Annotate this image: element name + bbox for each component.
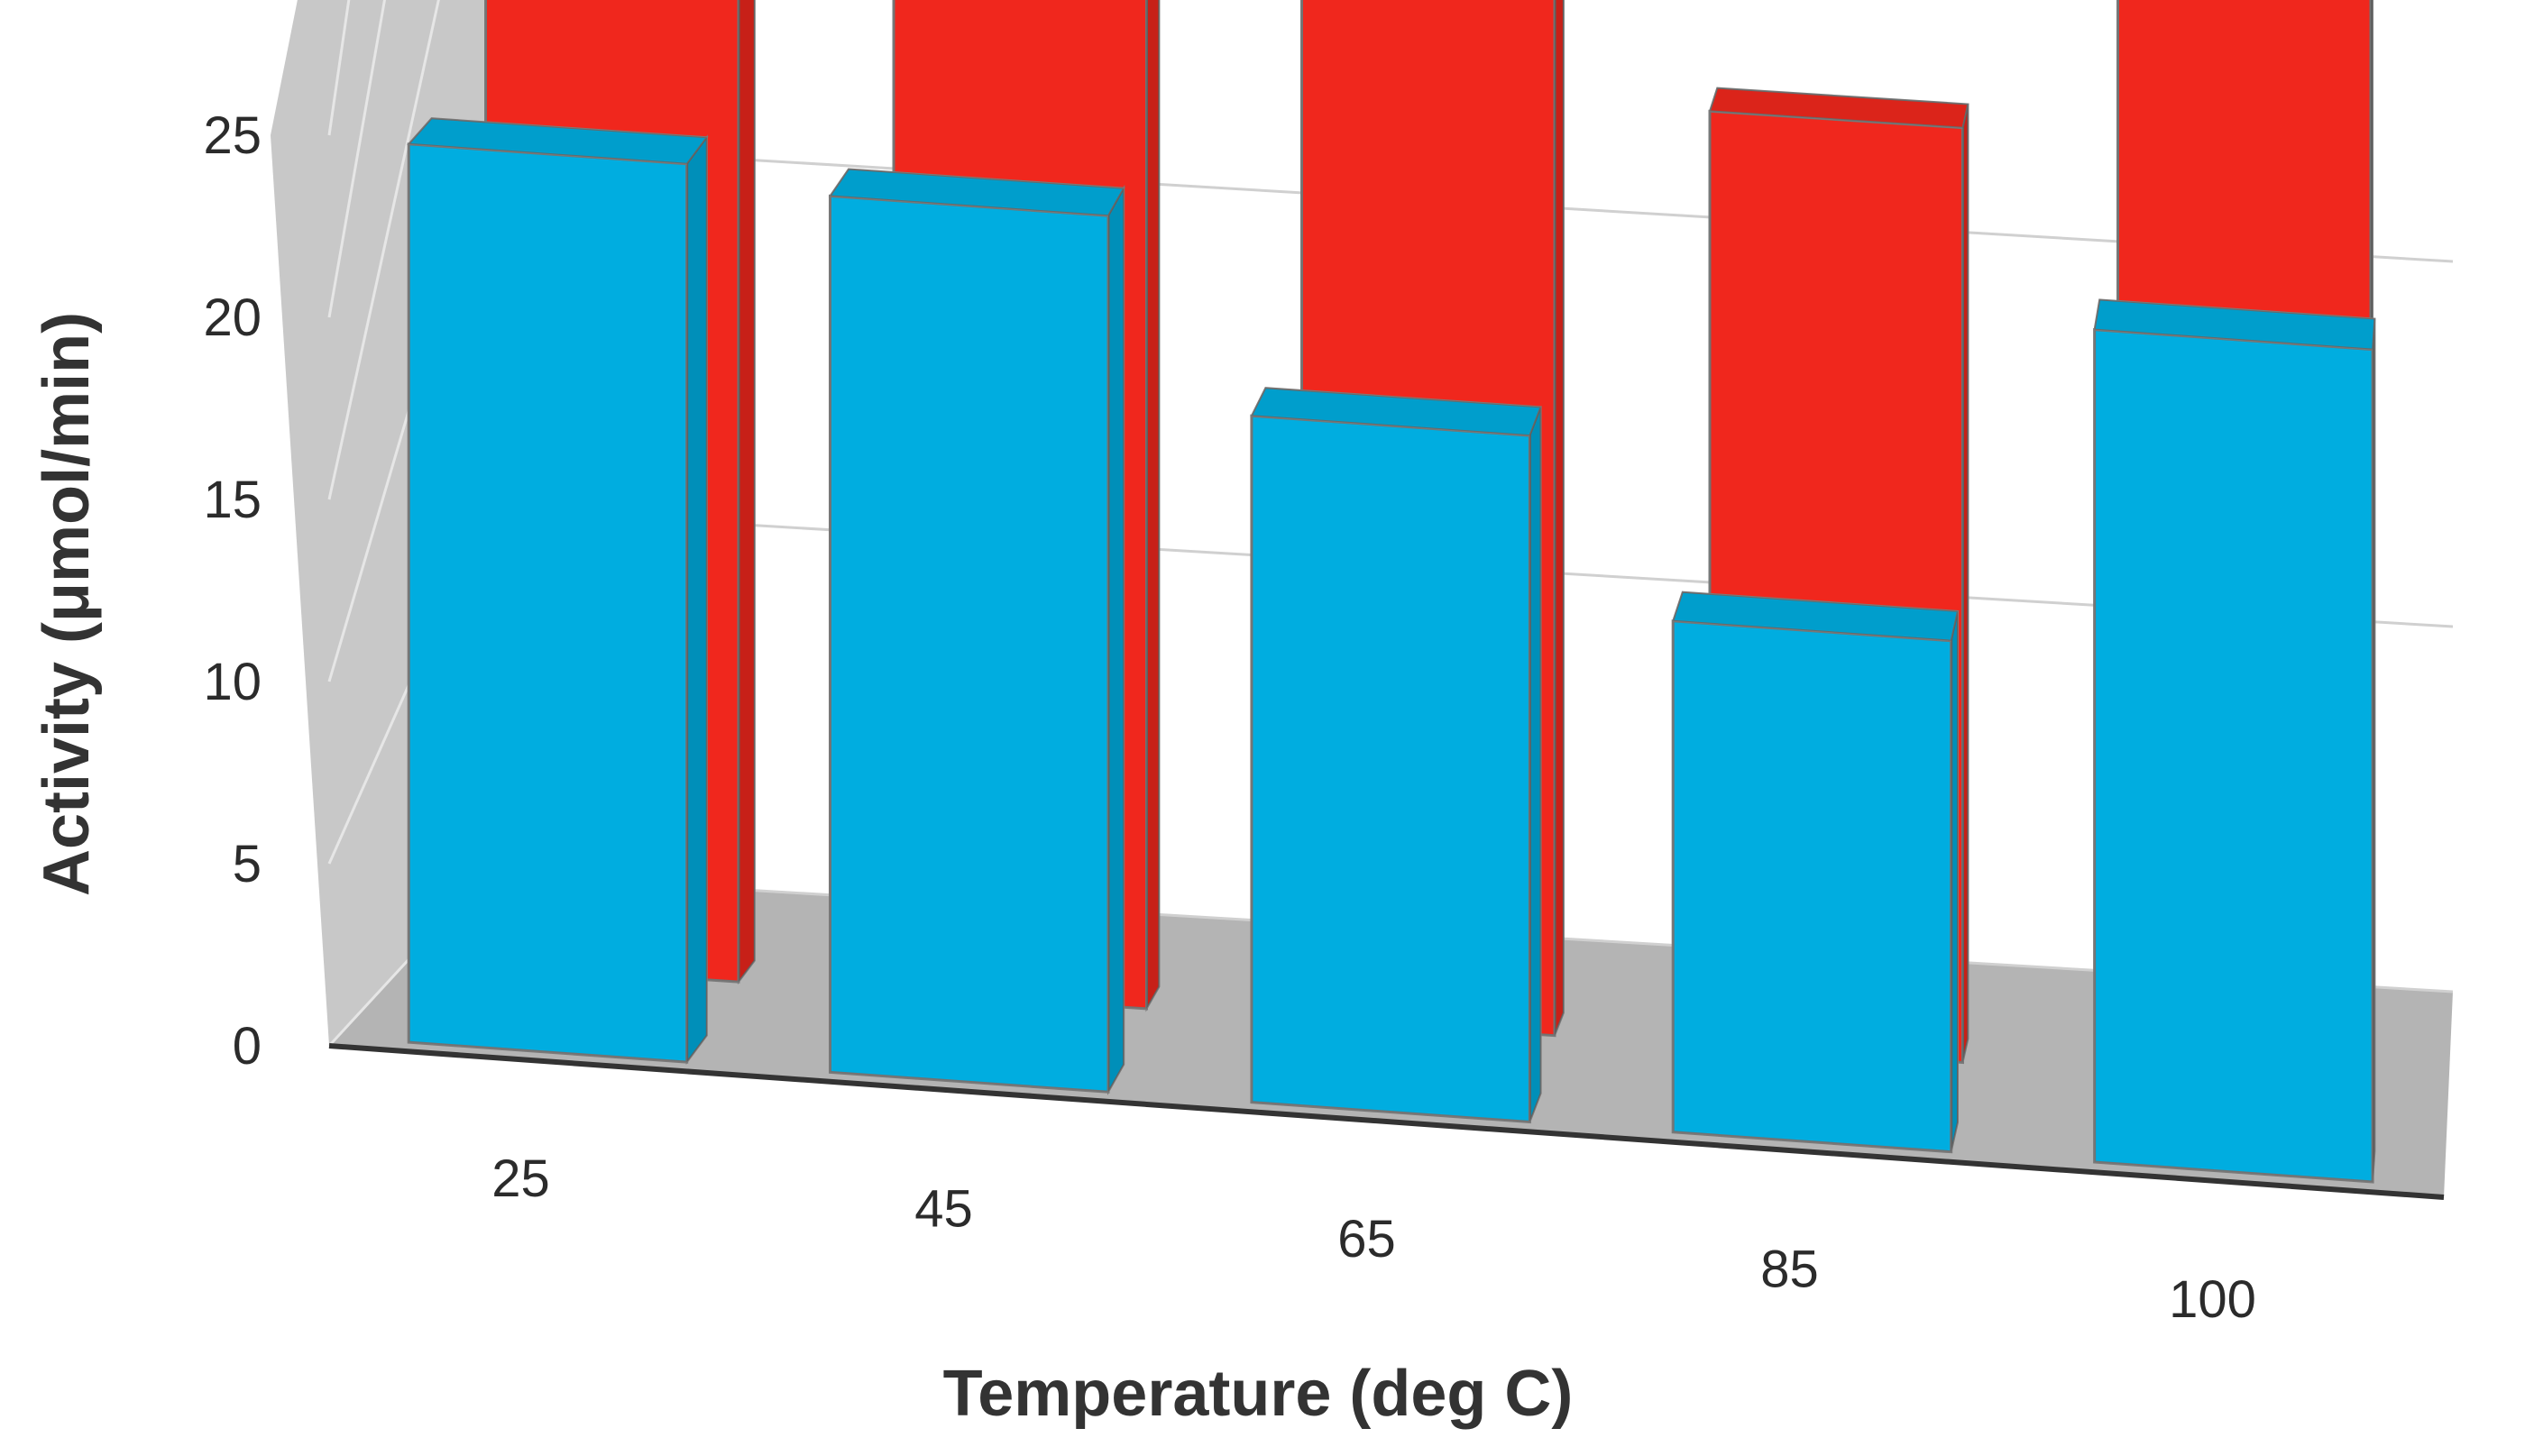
front-bar xyxy=(2093,298,2376,1184)
bar-front-shade xyxy=(830,196,1108,1093)
front-bar xyxy=(1250,387,1543,1124)
front-bar xyxy=(1671,591,1960,1154)
bar-top xyxy=(1250,387,1543,437)
bar-side xyxy=(738,0,756,985)
bar-side-shade xyxy=(1146,0,1160,1009)
axes xyxy=(328,1043,2445,1200)
bar-front-shade xyxy=(1673,620,1951,1152)
front-series-bars xyxy=(407,117,2376,1184)
y-tick-label: 25 xyxy=(203,106,262,165)
bar-side-shade xyxy=(1108,188,1125,1093)
bar-top-shade xyxy=(1710,87,1969,128)
bar-top-shade xyxy=(2094,299,2375,350)
bar-top-shade xyxy=(409,118,707,164)
bar-top xyxy=(407,117,709,165)
bar-side-shade xyxy=(739,0,755,983)
bar-top-shade xyxy=(1673,591,1958,641)
gridline-side xyxy=(327,0,386,318)
y-tick-label: 0 xyxy=(233,1017,262,1076)
front-bar xyxy=(407,117,709,1066)
bar-side-shade xyxy=(1529,407,1541,1122)
x-axis-title: Temperature (deg C) xyxy=(943,1358,1574,1430)
y-tick-label: 10 xyxy=(203,653,262,711)
bar-side-shade xyxy=(1951,610,1958,1152)
bar-side-shade xyxy=(1962,104,1969,1063)
y-tick-label: 20 xyxy=(203,288,262,347)
y-axis-title: Activity (μmol/min) xyxy=(31,312,103,896)
bar-top-shade xyxy=(1251,388,1541,436)
x-tick-label: 45 xyxy=(914,1179,973,1238)
bar-side-shade xyxy=(686,137,707,1063)
x-tick-label: 100 xyxy=(2169,1270,2256,1329)
x-tick-label: 25 xyxy=(491,1149,550,1208)
bar-top xyxy=(2093,298,2376,351)
y-tick-label: 5 xyxy=(233,835,262,893)
bar-top xyxy=(1708,87,1969,129)
bar-front-shade xyxy=(1251,416,1530,1122)
bar-front-shade xyxy=(2094,329,2373,1183)
bar-top xyxy=(1671,591,1960,642)
y-tick-label: 15 xyxy=(203,471,262,529)
bar-side-shade xyxy=(1555,0,1564,1036)
front-bar xyxy=(828,168,1125,1096)
x-axis-line xyxy=(328,1043,2445,1200)
tick-labels: 0 5 10 15 20 25 25 45 65 85 100 xyxy=(203,106,2255,1329)
bar-top-shade xyxy=(830,169,1125,216)
x-tick-label: 85 xyxy=(1760,1241,1819,1299)
bar-top xyxy=(828,168,1125,217)
x-tick-label: 65 xyxy=(1337,1210,1396,1268)
bar-side-shade xyxy=(2373,318,2375,1182)
bar-front-shade xyxy=(409,143,687,1063)
gridline-side xyxy=(327,0,440,500)
